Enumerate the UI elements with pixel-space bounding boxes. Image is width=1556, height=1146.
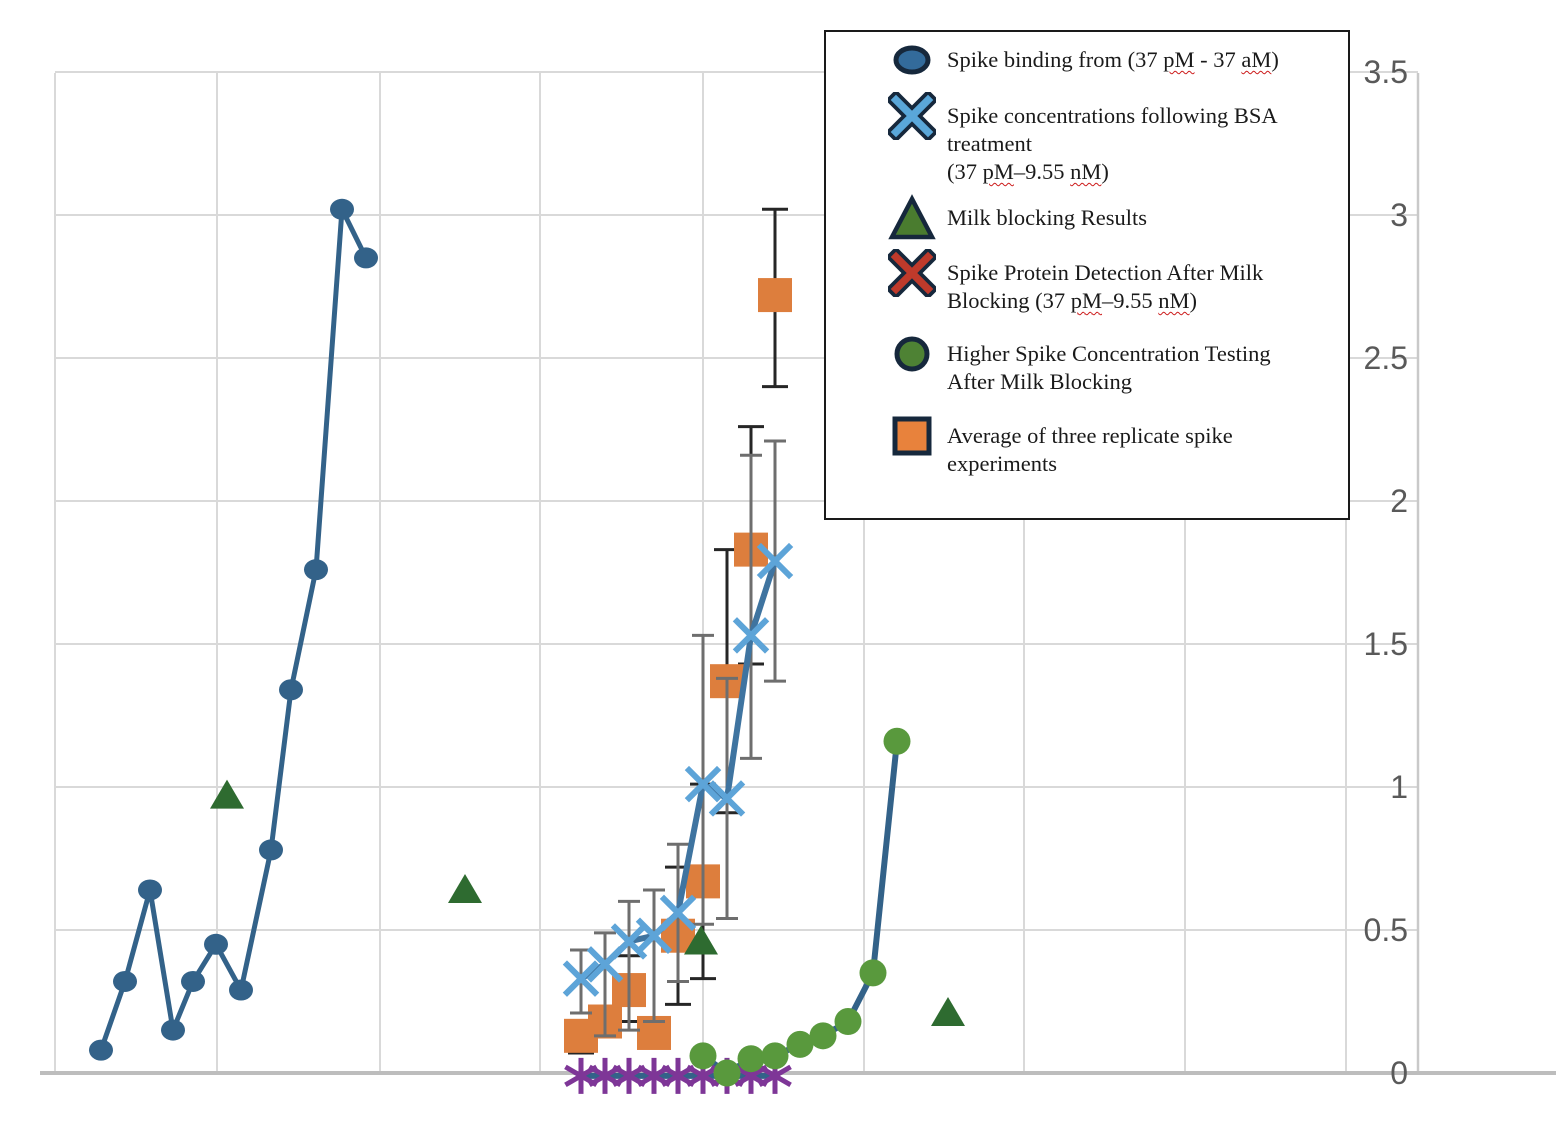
marker-square (758, 278, 792, 313)
y-axis-tick-label: 1.5 (1364, 626, 1408, 662)
marker-circle (883, 727, 911, 755)
ellipse-legend-marker-icon (888, 36, 936, 84)
legend-item-label: Higher Spike Concentration Testing After … (947, 341, 1271, 394)
y-axis-tick-label: 2 (1390, 483, 1408, 519)
marker-triangle (684, 925, 718, 955)
marker-x (732, 617, 770, 654)
y-axis-tick-label: 3.5 (1364, 54, 1408, 90)
marker-ellipse (113, 970, 137, 992)
legend-item-label: Milk blocking Results (947, 205, 1148, 230)
marker-triangle (210, 779, 244, 809)
x-legend-marker-icon (885, 89, 939, 143)
marker-x (756, 542, 794, 580)
y-axis-tick-label: 0 (1390, 1055, 1408, 1091)
marker-ellipse (89, 1039, 113, 1061)
marker-circle (809, 1022, 837, 1050)
marker-ellipse (259, 839, 283, 861)
triangle-legend-marker-icon (888, 194, 936, 242)
marker-circle (786, 1030, 814, 1058)
marker-ellipse (204, 933, 228, 955)
y-axis-tick-label: 3 (1390, 197, 1408, 233)
marker-triangle (931, 996, 965, 1026)
marker-circle (689, 1042, 717, 1070)
x-legend-marker-icon (885, 246, 939, 300)
spike_binding-line (98, 206, 369, 1053)
marker-circle (834, 1008, 862, 1036)
marker-triangle (448, 873, 482, 903)
marker-x (659, 894, 697, 932)
marker-ellipse (354, 247, 378, 269)
marker-circle (713, 1059, 741, 1087)
legend-item-label: Spike binding from (37 pM - 37 aM) (947, 47, 1279, 72)
marker-ellipse (279, 679, 303, 701)
circle-legend-marker-icon (888, 330, 936, 378)
marker-x (562, 960, 600, 997)
marker-ellipse (161, 1019, 185, 1041)
marker-circle (737, 1045, 765, 1073)
marker-ellipse (181, 970, 205, 992)
marker-ellipse (304, 559, 328, 581)
legend-item-label: Average of three replicate spike experime… (947, 423, 1233, 476)
marker-circle (859, 959, 887, 987)
marker-ellipse (330, 198, 354, 220)
legend-item-label: Spike concentrations following BSA treatm… (947, 103, 1278, 184)
marker-circle (761, 1042, 789, 1070)
chart-legend: Spike binding from (37 pM - 37 aM) Spike … (824, 30, 1350, 520)
marker-x (684, 765, 722, 803)
marker-x (708, 780, 746, 817)
y-axis-tick-label: 0.5 (1364, 912, 1408, 948)
legend-item-label: Spike Protein Detection After Milk Blocki… (947, 260, 1264, 313)
marker-ellipse (229, 979, 253, 1001)
y-axis-tick-label: 2.5 (1364, 340, 1408, 376)
marker-ellipse (138, 879, 162, 901)
square-legend-marker-icon (888, 412, 936, 460)
y-axis-tick-label: 1 (1390, 769, 1408, 805)
